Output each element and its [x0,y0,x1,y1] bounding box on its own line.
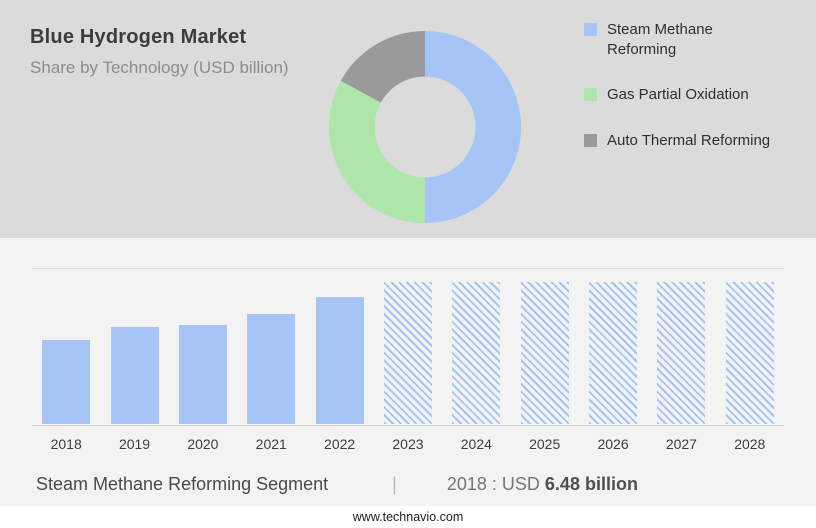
donut-segment [340,30,425,103]
value-prefix: 2018 : USD [446,474,540,494]
year-label: 2028 [734,436,766,452]
bar-column: 2021 [237,269,305,452]
bar-column: 2020 [169,269,237,452]
bar-area [716,269,784,424]
bar-column: 2018 [32,269,100,452]
donut-segment [425,30,521,224]
year-label: 2025 [529,436,561,452]
bar-area [169,269,237,424]
legend-item-auto-thermal-reforming: Auto Thermal Reforming [584,131,806,151]
year-label: 2024 [460,436,492,452]
bar-area [305,269,373,424]
legend-label: Steam Methane Reforming [607,21,713,58]
bar [42,340,91,424]
year-label: 2021 [255,436,287,452]
segment-label: Steam Methane Reforming Segment [36,474,329,494]
bar-column: 2028 [716,269,784,452]
title-block: Blue Hydrogen Market Share by Technology… [0,0,326,238]
forecast-bar [452,281,501,424]
bar-area [237,269,305,424]
forecast-bar [725,281,774,424]
x-axis-baseline [32,425,784,426]
bar-area [511,269,579,424]
forecast-bar [657,281,706,424]
legend-item-steam-methane-reforming: Steam Methane Reforming [584,20,806,59]
year-label: 2022 [324,436,356,452]
bar-column: 2022 [305,269,373,452]
year-label: 2019 [118,436,151,452]
year-label: 2027 [665,436,697,452]
year-label: 2023 [392,436,424,452]
bar-area [32,269,100,424]
footer-note: Steam Methane Reforming Segment | 2018 :… [32,474,784,495]
value-annotation: 2018 : USD 6.48 billion [447,474,638,495]
year-label: 2018 [50,436,82,452]
bar-column: 2025 [511,269,579,452]
bar [247,314,296,424]
value-bold: 6.48 billion [544,474,638,494]
website-url: www.technavio.com [352,510,464,524]
bar [110,327,159,424]
bar-chart: 2018 2019 2020 2021 2022 2023 2024 2025 2026 2027… [32,268,784,452]
bar-column: 2026 [579,269,647,452]
legend-swatch-gray-icon [584,133,597,147]
forecast-bar [520,281,569,424]
legend-label: Gas Partial Oxidation [607,86,749,103]
bar-area [442,269,510,424]
donut-chart-container [326,0,540,238]
donut-chart [328,30,521,224]
year-label: 2026 [597,436,629,452]
page-title: Blue Hydrogen Market [30,26,247,48]
bar-columns: 2018 2019 2020 2021 2022 2023 2024 2025 2026 2027… [32,269,784,452]
bar-column: 2023 [374,269,442,452]
forecast-bar [589,281,638,424]
bar [178,324,227,424]
separator: | [392,474,397,494]
legend-swatch-blue-icon [584,23,597,36]
donut-segment [328,80,425,224]
bar-column: 2019 [100,269,168,452]
bar-area [647,269,715,424]
bar [315,297,364,424]
legend-label: Auto Thermal Reforming [607,131,771,149]
legend-swatch-green-icon [584,88,597,101]
bar-column: 2027 [647,269,715,452]
bar-column: 2024 [442,269,510,452]
bar-area [374,269,442,424]
forecast-bar [383,281,432,424]
bar-area [579,269,647,424]
bar-chart-section: 2018 2019 2020 2021 2022 2023 2024 2025 2026 2027… [0,238,816,506]
site-footer: www.technavio.com [0,506,816,528]
legend: Steam Methane Reforming Gas Partial Oxid… [540,0,816,238]
year-label: 2020 [187,436,219,452]
header-section: Blue Hydrogen Market Share by Technology… [0,0,816,238]
bar-area [100,269,168,424]
legend-item-gas-partial-oxidation: Gas Partial Oxidation [584,85,806,105]
page-subtitle: Share by Technology (USD billion) [30,58,289,77]
